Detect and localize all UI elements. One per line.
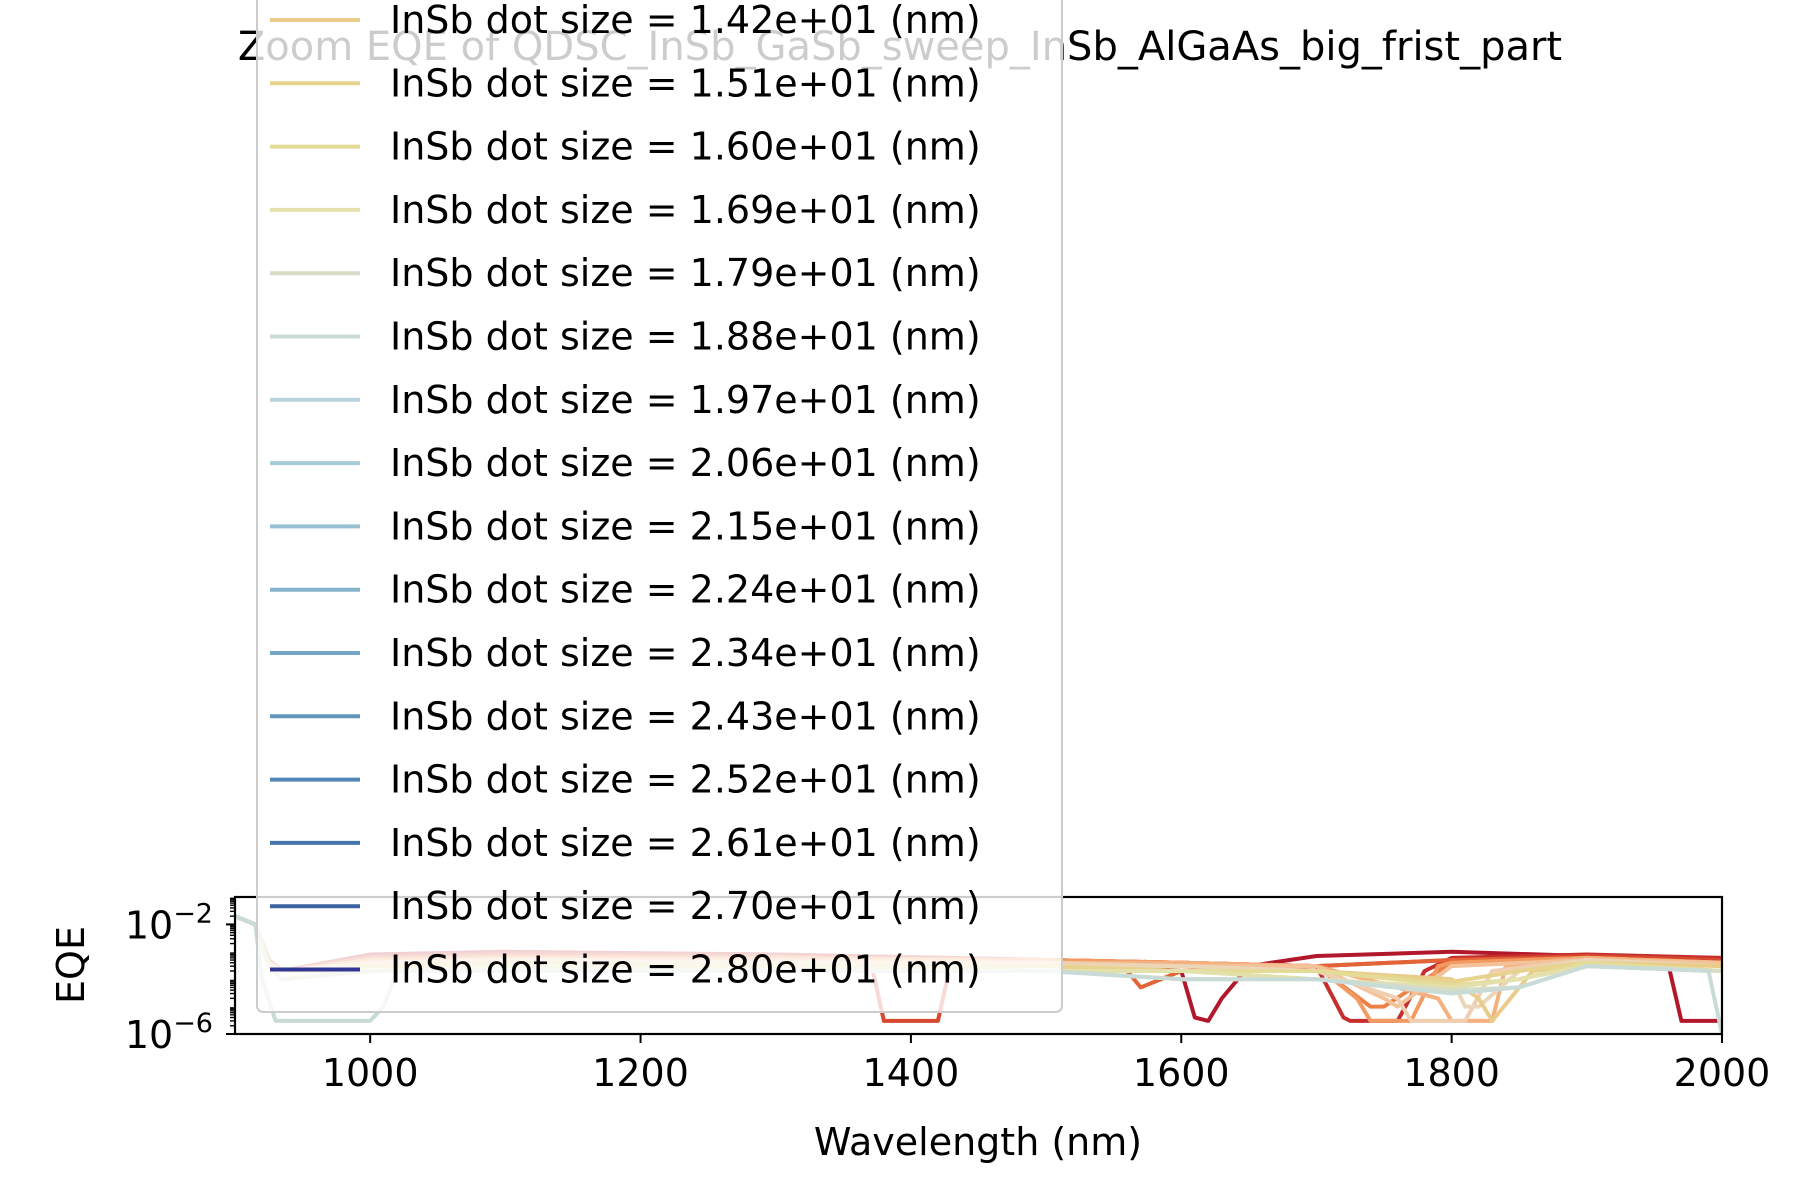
legend-label-12: InSb dot size = 2.52e+01 (nm) — [390, 758, 981, 802]
legend: InSb dot size = 1.42e+01 (nm) InSb dot si… — [256, 0, 1063, 1013]
x-axis-ticks: 1000 1200 1400 1600 1800 2000 — [322, 1034, 1771, 1095]
legend-label-13: InSb dot size = 2.61e+01 (nm) — [390, 821, 981, 865]
legend-label-10: InSb dot size = 2.34e+01 (nm) — [390, 631, 981, 675]
legend-label-9: InSb dot size = 2.24e+01 (nm) — [390, 568, 981, 612]
y-tick-label-1: 10−6 — [125, 1008, 213, 1057]
legend-label-7: InSb dot size = 2.06e+01 (nm) — [390, 441, 981, 485]
x-axis-label: Wavelength (nm) — [814, 1120, 1142, 1164]
legend-label-2: InSb dot size = 1.60e+01 (nm) — [390, 125, 981, 169]
y-axis-ticks: 10−2 10−6 — [125, 897, 235, 1057]
legend-label-6: InSb dot size = 1.97e+01 (nm) — [390, 378, 981, 422]
legend-label-0: InSb dot size = 1.42e+01 (nm) — [390, 0, 981, 42]
x-tick-label-2: 1400 — [863, 1051, 960, 1095]
x-tick-label-3: 1600 — [1133, 1051, 1230, 1095]
x-tick-label-4: 1800 — [1403, 1051, 1500, 1095]
y-axis-label: EQE — [49, 926, 93, 1004]
legend-label-3: InSb dot size = 1.69e+01 (nm) — [390, 188, 981, 232]
legend-label-8: InSb dot size = 2.15e+01 (nm) — [390, 504, 981, 548]
legend-label-14: InSb dot size = 2.70e+01 (nm) — [390, 884, 981, 928]
legend-label-15: InSb dot size = 2.80e+01 (nm) — [390, 948, 981, 992]
legend-label-1: InSb dot size = 1.51e+01 (nm) — [390, 61, 981, 105]
y-tick-label-0: 10−2 — [125, 898, 213, 947]
x-tick-label-1: 1200 — [592, 1051, 689, 1095]
legend-label-11: InSb dot size = 2.43e+01 (nm) — [390, 694, 981, 738]
x-tick-label-0: 1000 — [322, 1051, 419, 1095]
legend-frame — [256, 0, 1063, 1013]
legend-label-5: InSb dot size = 1.88e+01 (nm) — [390, 315, 981, 359]
legend-label-4: InSb dot size = 1.79e+01 (nm) — [390, 251, 981, 295]
x-tick-label-5: 2000 — [1674, 1051, 1771, 1095]
